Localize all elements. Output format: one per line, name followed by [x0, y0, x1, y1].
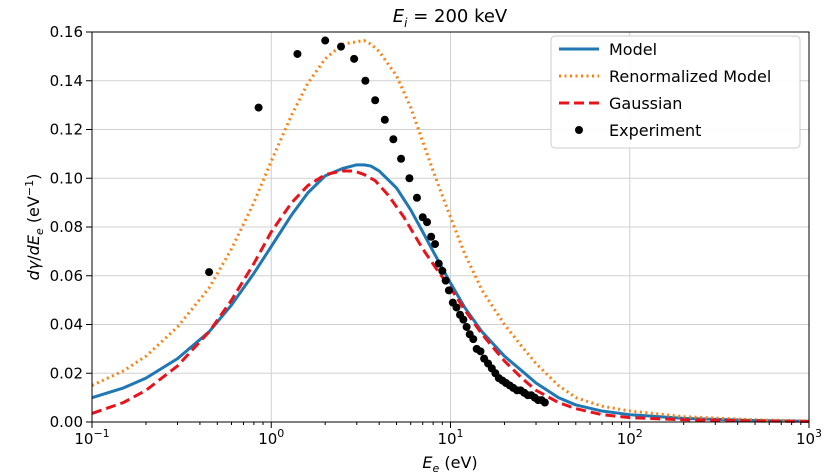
tick-layer: 0.00 0.02 0.04 0.06 0.08 0.10 0.12 0.14 0.16 10−1…: [50, 23, 822, 448]
legend-label-experiment: Experiment: [609, 121, 701, 140]
x-tick-label: 100: [258, 427, 284, 448]
series-layer: [91, 36, 810, 424]
data-point: [371, 96, 380, 105]
data-point: [452, 303, 461, 312]
data-point: [434, 259, 443, 268]
y-tick-label: 0.06: [50, 267, 83, 285]
chart-title: Ei = 200 keV: [393, 6, 508, 30]
data-point: [321, 36, 330, 45]
legend-swatch-experiment: [575, 126, 583, 134]
legend-box: [550, 35, 801, 149]
data-point: [427, 232, 436, 241]
data-point: [423, 218, 432, 227]
data-point: [361, 76, 370, 85]
x-tick-label: 101: [437, 427, 463, 448]
y-tick-label: 0.14: [50, 72, 83, 90]
series-line-model: [91, 163, 810, 423]
legend: Model Renormalized Model Gaussian Experi…: [550, 35, 801, 149]
legend-label-model: Model: [609, 40, 657, 59]
y-tick-label: 0.08: [50, 218, 83, 236]
x-axis-label: Ee (eV): [422, 453, 477, 475]
data-point: [405, 174, 414, 183]
data-point: [459, 315, 468, 324]
data-point: [380, 115, 389, 124]
data-point: [462, 322, 471, 331]
y-tick-label: 0.02: [50, 364, 83, 382]
data-point: [438, 266, 447, 275]
y-axis-label: dγ/dEe (eV−1): [23, 174, 46, 281]
data-point: [350, 54, 359, 63]
data-point: [412, 193, 421, 202]
data-point: [441, 276, 450, 285]
data-point: [476, 347, 485, 356]
data-point: [254, 103, 263, 112]
data-point: [444, 286, 453, 295]
y-tick-label: 0.12: [50, 121, 83, 139]
legend-label-gaussian: Gaussian: [609, 94, 682, 113]
y-tick-label: 0.16: [50, 23, 83, 41]
data-point: [389, 135, 398, 144]
x-tick-label: 102: [617, 427, 643, 448]
x-tick-label: 10−1: [74, 427, 109, 448]
data-point: [337, 42, 346, 51]
data-point: [205, 268, 214, 277]
grid-layer: [92, 32, 809, 422]
data-point: [469, 335, 478, 344]
y-tick-label: 0.00: [50, 413, 83, 431]
data-point: [293, 49, 302, 58]
data-point: [540, 398, 549, 407]
y-tick-label: 0.10: [50, 169, 83, 187]
series-experiment: [205, 36, 549, 407]
data-point: [397, 154, 406, 163]
y-tick-label: 0.04: [50, 316, 83, 334]
legend-label-renormalized-model: Renormalized Model: [609, 67, 771, 86]
data-point: [431, 240, 440, 249]
x-tick-label: 103: [796, 427, 822, 448]
series-line-gaussian: [91, 169, 810, 424]
